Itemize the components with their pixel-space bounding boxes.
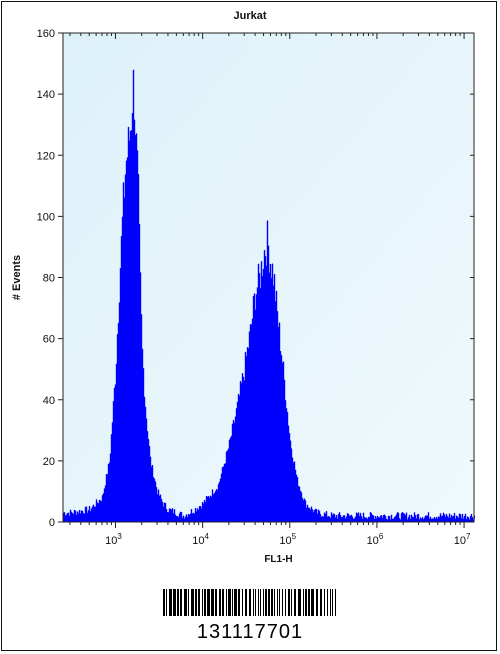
barcode-bar bbox=[245, 589, 247, 616]
barcode-bar bbox=[180, 589, 182, 616]
barcode-bar bbox=[169, 589, 172, 616]
barcode-bar bbox=[298, 589, 301, 616]
barcode-bar bbox=[163, 589, 165, 616]
barcode-bar bbox=[268, 589, 270, 616]
y-tick-label: 80 bbox=[43, 273, 55, 285]
barcode-bar bbox=[191, 589, 194, 616]
barcode-bar bbox=[202, 589, 203, 616]
x-axis-label: FL1-H bbox=[264, 554, 292, 565]
barcode-bar bbox=[195, 589, 197, 616]
barcode-graphic bbox=[163, 589, 336, 616]
barcode-bar bbox=[173, 589, 176, 616]
barcode-bar bbox=[291, 589, 292, 616]
plot-border bbox=[62, 32, 475, 523]
barcode-bar bbox=[258, 589, 259, 616]
barcode-bar bbox=[274, 589, 275, 616]
barcode-number: 131117701 bbox=[196, 621, 304, 643]
barcode-bar bbox=[294, 589, 296, 616]
barcode-bar bbox=[228, 589, 231, 616]
y-tick-label: 60 bbox=[43, 334, 55, 346]
barcode-bar bbox=[238, 589, 240, 616]
barcode-bar bbox=[204, 589, 206, 616]
barcode-bar bbox=[222, 589, 224, 616]
barcode-bar bbox=[282, 589, 283, 616]
barcode-bar bbox=[279, 589, 280, 616]
barcode-bar bbox=[249, 589, 251, 616]
barcode-bar bbox=[253, 589, 254, 616]
barcode-bar bbox=[226, 589, 227, 616]
y-tick-label: 140 bbox=[37, 89, 55, 101]
barcode-bar bbox=[188, 589, 189, 616]
barcode-bar bbox=[311, 589, 314, 616]
y-axis-label: # Events bbox=[11, 255, 23, 300]
barcode-bar bbox=[184, 589, 187, 616]
x-tick-label: 105 bbox=[279, 532, 296, 547]
x-tick-label: 104 bbox=[192, 532, 209, 547]
barcode-bar bbox=[288, 589, 290, 616]
barcode-bar bbox=[166, 589, 167, 616]
x-tick-label: 103 bbox=[105, 532, 122, 547]
barcode-bar bbox=[327, 589, 328, 616]
barcode-bar bbox=[335, 589, 336, 616]
barcode-bar bbox=[277, 589, 278, 616]
barcode-bar bbox=[198, 589, 200, 616]
chart-title: Jurkat bbox=[233, 10, 267, 22]
barcode-bar bbox=[305, 589, 307, 616]
barcode-bar bbox=[285, 589, 286, 616]
barcode-bar bbox=[232, 589, 233, 616]
y-tick-label: 120 bbox=[37, 150, 55, 162]
histogram-series bbox=[62, 69, 476, 523]
barcode-bar bbox=[308, 589, 310, 616]
barcode-bar bbox=[332, 589, 333, 616]
barcode-bar bbox=[260, 589, 261, 616]
y-tick-label: 40 bbox=[43, 395, 55, 407]
barcode-bar bbox=[324, 589, 325, 616]
barcode-bar bbox=[255, 589, 256, 616]
y-tick-label: 0 bbox=[49, 517, 55, 529]
barcode-bar bbox=[316, 589, 318, 616]
barcode-bar bbox=[263, 589, 264, 616]
y-axis: 0 20 40 60 80 100 120 140 160 bbox=[37, 28, 474, 529]
barcode-bar bbox=[219, 589, 221, 616]
barcode-bar bbox=[303, 589, 304, 616]
barcode-bar bbox=[271, 589, 273, 616]
x-axis: 103 104 105 106 107 bbox=[69, 33, 471, 547]
barcode-bar bbox=[234, 589, 237, 616]
y-tick-label: 20 bbox=[43, 456, 55, 468]
x-tick-label: 107 bbox=[454, 532, 471, 547]
barcode-bar bbox=[211, 589, 214, 616]
x-tick-label: 106 bbox=[367, 532, 384, 547]
barcode-bar bbox=[207, 589, 210, 616]
barcode-bar bbox=[242, 589, 243, 616]
barcode-bar bbox=[265, 589, 267, 616]
barcode-bar bbox=[177, 589, 179, 616]
barcode-bar bbox=[330, 589, 331, 616]
y-tick-label: 160 bbox=[37, 28, 55, 40]
y-tick-label: 100 bbox=[37, 211, 55, 223]
barcode-bar bbox=[215, 589, 217, 616]
barcode-bar bbox=[320, 589, 322, 616]
